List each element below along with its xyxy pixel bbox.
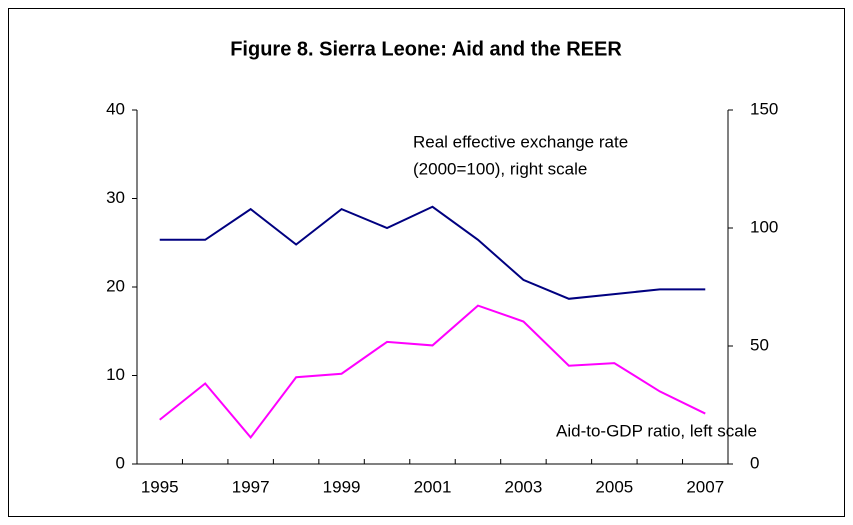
- y2-tick-label: 0: [750, 453, 759, 472]
- y-tick-label: 40: [106, 99, 125, 118]
- y-tick-label: 20: [106, 276, 125, 295]
- x-tick-label: 2003: [505, 477, 543, 496]
- y-tick-label: 10: [106, 365, 125, 384]
- x-tick-label: 1995: [141, 477, 179, 496]
- annotation: (2000=100), right scale: [413, 159, 587, 178]
- series-line: [159, 205, 706, 300]
- x-tick-label: 2005: [595, 477, 633, 496]
- y2-tick-label: 150: [750, 99, 778, 118]
- series-line: [159, 304, 706, 440]
- y2-tick-label: 50: [750, 335, 769, 354]
- x-tick-label: 1999: [323, 477, 361, 496]
- y2-tick-label: 100: [750, 217, 778, 236]
- annotation: Real effective exchange rate: [413, 132, 628, 151]
- x-tick-label: 2001: [414, 477, 452, 496]
- y-tick-label: 30: [106, 188, 125, 207]
- y-tick-label: 0: [116, 453, 125, 472]
- frame: [8, 8, 845, 517]
- chart-title: Figure 8. Sierra Leone: Aid and the REER: [230, 38, 622, 60]
- x-tick-label: 2007: [686, 477, 724, 496]
- x-tick-label: 1997: [232, 477, 270, 496]
- annotation: Aid-to-GDP ratio, left scale: [556, 421, 757, 440]
